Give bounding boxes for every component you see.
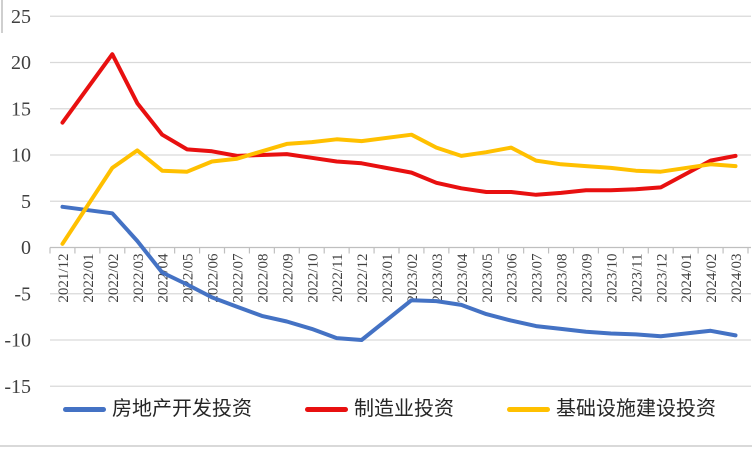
x-axis-label: 2023/08 [555,254,571,303]
y-axis-label: 5 [21,191,31,213]
y-axis-label: 20 [11,52,31,74]
legend-label-manufacturing: 制造业投资 [354,398,454,420]
y-axis-label: -10 [4,330,31,352]
x-axis-label: 2022/10 [305,254,321,303]
x-axis-label: 2023/03 [430,254,446,303]
x-axis-label: 2022/06 [206,253,222,303]
legend-item-manufacturing: 制造业投资 [305,397,454,421]
legend-label-infrastructure: 基础设施建设投资 [556,398,716,420]
x-axis-label: 2022/04 [156,253,172,303]
x-axis-label: 2023/09 [579,254,595,303]
x-axis-label: 2024/01 [679,254,695,303]
x-axis-label: 2022/11 [330,254,346,303]
series-line-infrastructure [60,132,738,246]
chart-legend: 房地产开发投资 制造业投资 基础设施建设投资 [63,397,716,421]
legend-swatch-manufacturing [305,406,348,412]
x-axis-label: 2023/07 [530,253,546,303]
x-axis-label: 2022/01 [81,254,97,303]
x-axis-label: 2023/06 [505,253,521,303]
x-axis-label: 2023/12 [654,254,670,303]
x-axis-label: 2024/03 [729,254,745,303]
x-axis-label: 2023/10 [604,254,620,303]
y-axis-label: -15 [4,376,31,398]
legend-label-real-estate-development: 房地产开发投资 [112,398,252,420]
x-axis-label: 2022/07 [230,253,246,303]
series-line-real-estate-development [60,204,738,342]
x-axis-label: 2023/05 [480,254,496,303]
x-axis-label: 2023/11 [629,254,645,303]
x-axis-label: 2021/12 [56,254,72,303]
y-axis-label: 0 [21,237,31,259]
legend-swatch-infrastructure [507,406,550,412]
y-axis-label: 25 [11,6,31,28]
x-axis-label: 2022/12 [355,254,371,303]
legend-item-real-estate-development: 房地产开发投资 [63,397,252,421]
x-axis-label: 2022/09 [280,254,296,303]
legend-item-infrastructure: 基础设施建设投资 [507,397,716,421]
y-axis-label: 10 [11,145,31,167]
x-axis-label: 2024/02 [704,254,720,303]
x-axis-label: 2022/08 [255,254,271,303]
x-axis-label: 2023/02 [405,254,421,303]
x-axis-label: 2022/05 [181,254,197,303]
series-line-manufacturing [60,52,738,197]
bottom-border-artifact [0,445,752,447]
y-axis-label: -5 [14,283,31,305]
x-axis-label: 2022/03 [131,254,147,303]
y-axis-label: 15 [11,98,31,120]
legend-swatch-real-estate-development [63,406,106,412]
x-axis-label: 2023/04 [455,253,471,303]
x-axis-label: 2022/02 [106,254,122,303]
left-border-artifact [1,0,3,33]
x-axis-label: 2023/01 [380,254,396,303]
